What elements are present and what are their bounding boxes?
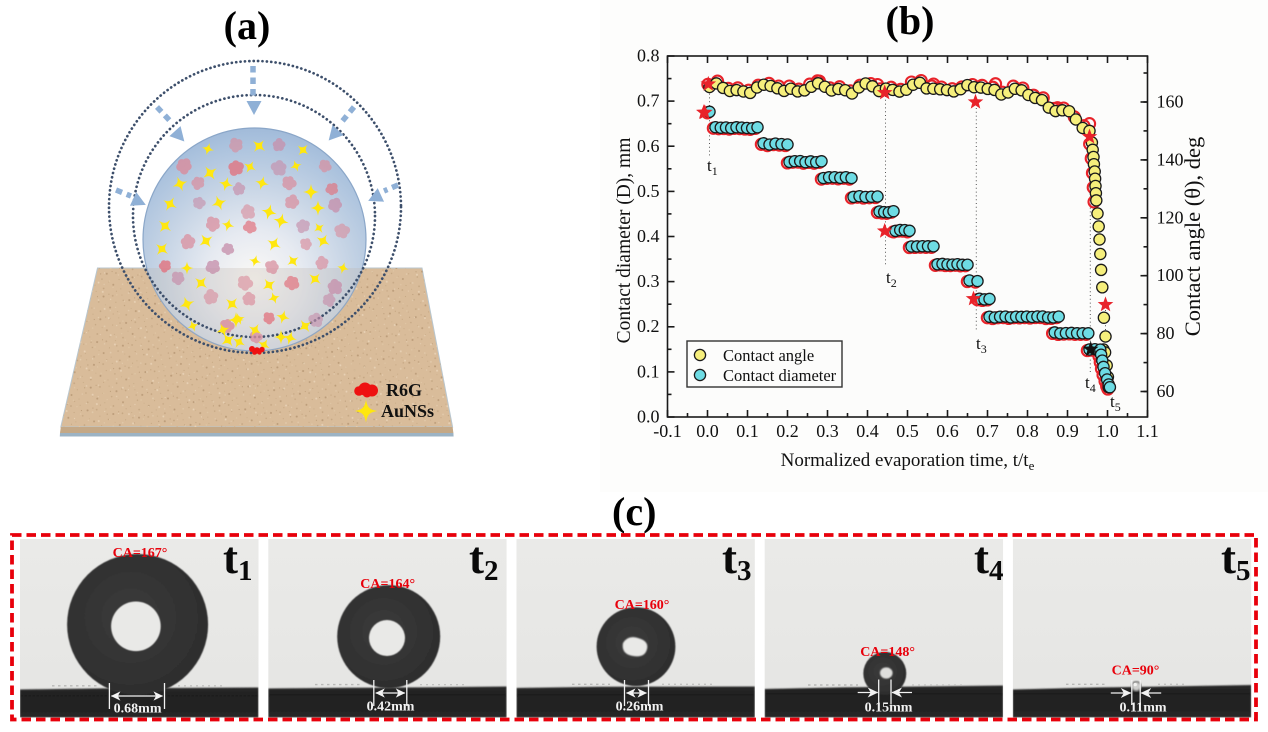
svg-text:Contact angle (θ), deg: Contact angle (θ), deg (1180, 137, 1205, 336)
svg-text:CA=167°: CA=167° (113, 546, 168, 561)
svg-text:0.42mm: 0.42mm (367, 700, 415, 715)
svg-text:0.68mm: 0.68mm (114, 702, 162, 717)
svg-text:t1: t1 (707, 156, 718, 178)
svg-text:t5: t5 (1110, 392, 1121, 414)
svg-text:0.1: 0.1 (736, 421, 759, 441)
svg-text:1.0: 1.0 (1096, 421, 1119, 441)
svg-text:Contact angle: Contact angle (723, 346, 814, 365)
svg-text:t3: t3 (722, 533, 752, 587)
svg-text:-0.1: -0.1 (653, 421, 682, 441)
svg-text:0.5: 0.5 (637, 181, 660, 201)
svg-text:CA=160°: CA=160° (615, 598, 670, 613)
svg-text:0.7: 0.7 (976, 421, 999, 441)
svg-text:0.5: 0.5 (896, 421, 919, 441)
svg-text:t2: t2 (886, 268, 897, 290)
svg-text:AuNSs: AuNSs (381, 401, 434, 421)
svg-text:0.8: 0.8 (637, 46, 660, 66)
svg-text:0.9: 0.9 (1056, 421, 1079, 441)
svg-text:0.15mm: 0.15mm (865, 701, 913, 716)
svg-text:0.4: 0.4 (637, 226, 660, 246)
svg-text:Normalized evaporation time, t: Normalized evaporation time, t/te (781, 450, 1035, 473)
svg-text:0.7: 0.7 (637, 91, 660, 111)
svg-text:0.4: 0.4 (856, 421, 879, 441)
svg-text:0.0: 0.0 (637, 407, 660, 427)
svg-text:0.26mm: 0.26mm (616, 700, 664, 715)
svg-text:0.6: 0.6 (936, 421, 959, 441)
svg-text:R6G: R6G (386, 380, 422, 400)
svg-text:100: 100 (1157, 265, 1184, 285)
svg-text:0.0: 0.0 (696, 421, 719, 441)
svg-text:80: 80 (1157, 323, 1175, 343)
svg-text:t4: t4 (1085, 373, 1096, 395)
svg-text:CA=148°: CA=148° (860, 645, 915, 660)
svg-text:0.2: 0.2 (776, 421, 799, 441)
svg-text:0.6: 0.6 (637, 136, 660, 156)
svg-text:0.2: 0.2 (637, 316, 660, 336)
svg-text:160: 160 (1157, 92, 1184, 112)
svg-text:CA=164°: CA=164° (360, 577, 415, 592)
svg-text:140: 140 (1157, 149, 1184, 169)
svg-text:0.3: 0.3 (816, 421, 839, 441)
svg-text:t3: t3 (976, 334, 987, 356)
svg-text:60: 60 (1157, 381, 1175, 401)
svg-text:0.3: 0.3 (637, 271, 660, 291)
svg-text:0.8: 0.8 (1016, 421, 1039, 441)
svg-text:Contact diameter (D), mm: Contact diameter (D), mm (614, 138, 635, 344)
svg-text:0.11mm: 0.11mm (1119, 701, 1166, 716)
svg-text:0.1: 0.1 (637, 361, 660, 381)
svg-text:1.1: 1.1 (1136, 421, 1159, 441)
svg-text:Contact diameter: Contact diameter (723, 366, 837, 385)
svg-text:120: 120 (1157, 207, 1184, 227)
svg-text:CA=90°: CA=90° (1112, 664, 1160, 679)
